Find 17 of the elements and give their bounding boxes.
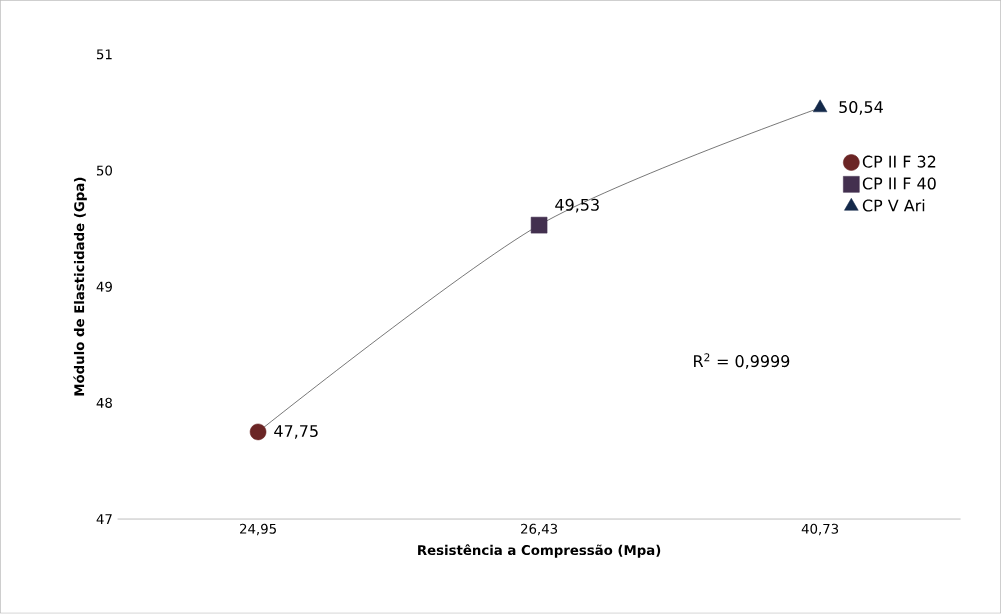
y-axis-title: Módulo de Elasticidade (Gpa) [73,178,87,396]
data-label: 49,53 [555,198,599,213]
x-tick-label: 26,43 [521,523,558,536]
data-label: 50,54 [839,101,883,115]
y-tick-label: 49 [96,281,112,292]
y-tick-label: 50 [96,165,112,176]
legend-label: CP II F 32 [862,155,936,168]
x-tick-label: 24,95 [240,523,276,536]
data-label: 47,75 [274,425,318,439]
x-axis-title: Resistência a Compressão (Mpa) [418,544,661,558]
annotation: R$^{2}$ = 0,9999 [694,353,790,370]
legend-label: CP II F 40 [862,177,936,190]
y-tick-label: 47 [96,514,112,525]
y-tick-label: 51 [96,49,112,60]
x-tick-label: 40,73 [801,523,839,536]
y-tick-label: 48 [96,398,112,409]
legend-label: CP V Ari [862,199,925,212]
